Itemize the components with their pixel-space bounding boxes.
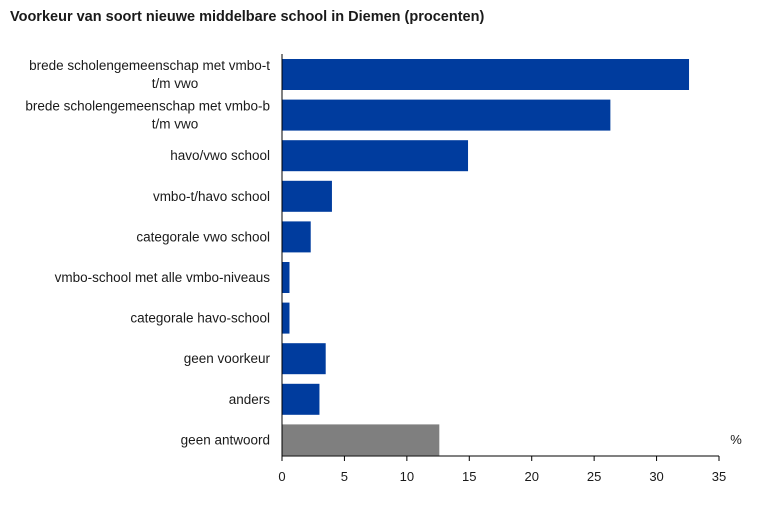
category-label-8: geen voorkeur <box>184 351 271 366</box>
category-label-10: geen antwoord <box>181 432 270 447</box>
category-label-3: havo/vwo school <box>170 148 270 163</box>
category-label-9: anders <box>229 392 271 407</box>
category-label-2: brede scholengemeenschap met vmbo-b t/m v… <box>25 99 270 132</box>
x-axis-unit-label: % <box>730 432 742 447</box>
bar-7 <box>282 302 290 334</box>
category-label-1: brede scholengemeenschap met vmbo-t t/m v… <box>29 58 270 91</box>
x-tick-label-35: 35 <box>712 469 726 484</box>
category-label-6: vmbo-school met alle vmbo-niveaus <box>55 270 271 285</box>
bar-9 <box>282 383 320 415</box>
bar-6 <box>282 262 290 293</box>
category-label-4: vmbo-t/havo school <box>153 189 270 204</box>
bar-2 <box>282 99 611 131</box>
bar-8 <box>282 343 326 375</box>
x-tick-label-25: 25 <box>587 469 601 484</box>
category-label-7: categorale havo-school <box>130 311 270 326</box>
category-label-5: categorale vwo school <box>136 229 270 244</box>
bar-4 <box>282 180 332 212</box>
bar-1 <box>282 59 690 90</box>
x-tick-label-10: 10 <box>400 469 414 484</box>
chart-title: Voorkeur van soort nieuwe middelbare sch… <box>10 9 485 25</box>
bar-3 <box>282 140 469 172</box>
x-tick-label-15: 15 <box>462 469 476 484</box>
x-tick-label-0: 0 <box>278 469 285 484</box>
x-tick-label-5: 5 <box>341 469 348 484</box>
x-tick-label-20: 20 <box>524 469 538 484</box>
bar-10 <box>282 424 440 456</box>
x-tick-label-30: 30 <box>649 469 663 484</box>
bar-5 <box>282 221 311 253</box>
